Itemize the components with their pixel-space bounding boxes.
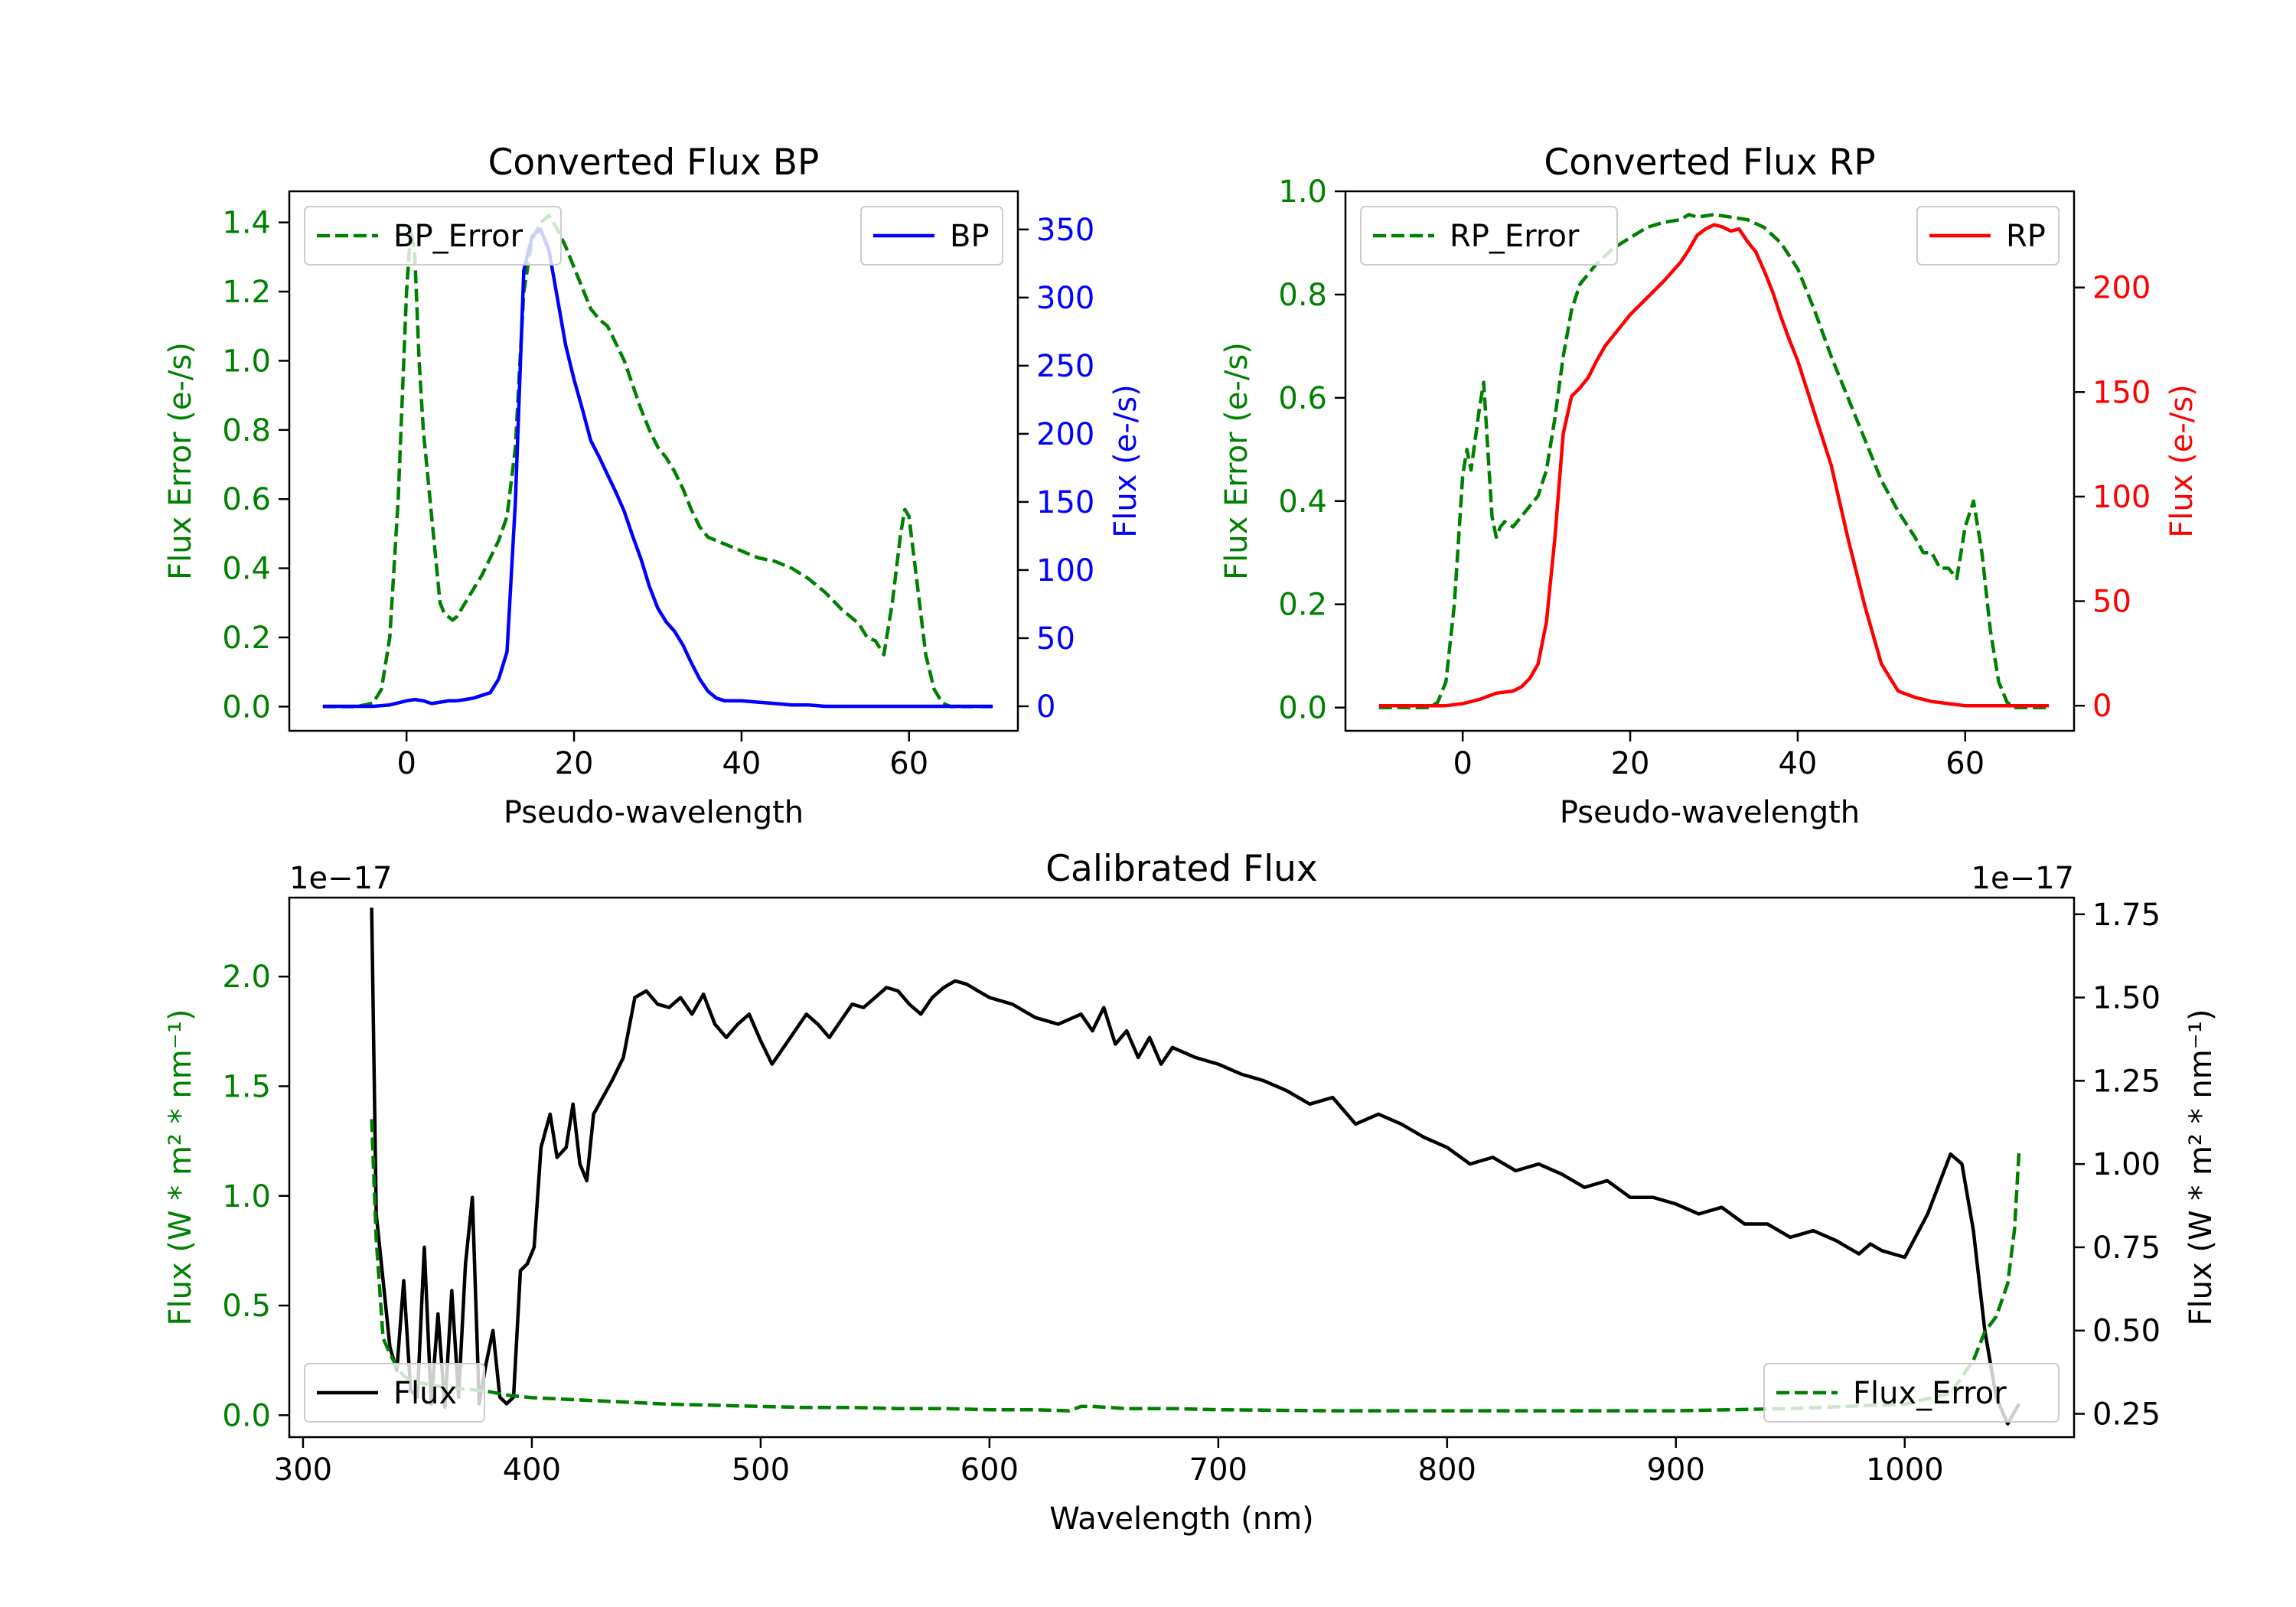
- right-tick-label: 1.25: [2092, 1064, 2161, 1099]
- right-tick-label: 0.50: [2092, 1314, 2161, 1349]
- right-tick-label: 350: [1036, 213, 1094, 248]
- legend-box: [304, 1363, 485, 1423]
- left-tick-label: 1.0: [1278, 174, 1327, 210]
- right-tick-label: 1.50: [2092, 981, 2161, 1016]
- legend-box: [1763, 1363, 2060, 1423]
- left-tick-label: 1.5: [222, 1069, 271, 1104]
- legend-flux-error: Flux_Error: [1763, 1363, 2060, 1423]
- left-tick-label: 0.6: [1278, 381, 1327, 416]
- left-tick-label: 2.0: [222, 960, 271, 995]
- plot-frame: [288, 190, 1019, 732]
- legend-box: [1360, 206, 1618, 266]
- x-tick-label: 40: [722, 746, 761, 781]
- left-tick-label: 0.0: [222, 1398, 271, 1433]
- right-tick-label: 0: [2092, 689, 2112, 724]
- right-y-axis-label: Flux (W * m² * nm⁻¹): [2183, 1009, 2219, 1326]
- left-tick-label: 0.4: [1278, 484, 1327, 520]
- left-tick-label: 1.0: [222, 1179, 271, 1214]
- x-tick-label: 60: [1945, 746, 1985, 781]
- left-tick-label: 0.5: [222, 1289, 271, 1324]
- x-axis-label: Wavelength (nm): [1049, 1501, 1314, 1537]
- chart-title: Calibrated Flux: [1045, 848, 1318, 890]
- right-tick-label: 250: [1036, 349, 1094, 384]
- x-tick-label: 500: [732, 1452, 790, 1488]
- legend-label: Flux_Error: [1853, 1376, 2007, 1411]
- right-y-axis-label: Flux (e-/s): [1108, 384, 1143, 537]
- left-y-axis-label: Flux Error (e-/s): [1219, 342, 1254, 580]
- x-tick-label: 300: [274, 1452, 332, 1488]
- right-tick-label: 100: [2092, 480, 2151, 515]
- left-tick-label: 0.6: [222, 482, 271, 517]
- legend-rp: RP: [1916, 206, 2060, 266]
- series-line-rp-error: [1378, 213, 2050, 709]
- left-offset-label: 1e−17: [289, 861, 392, 896]
- chart-title: Converted Flux RP: [1544, 142, 1875, 184]
- chart-title: Converted Flux BP: [488, 142, 820, 184]
- left-tick-label: 0.8: [1278, 278, 1327, 313]
- right-tick-label: 150: [2092, 375, 2151, 410]
- legend-box: [304, 206, 562, 266]
- plot-frame: [288, 896, 2076, 1439]
- right-tick-label: 0.25: [2092, 1397, 2161, 1433]
- plot-frame: [1344, 190, 2076, 732]
- x-tick-label: 400: [503, 1452, 561, 1488]
- x-tick-label: 1000: [1866, 1452, 1944, 1488]
- x-tick-label: 700: [1189, 1452, 1247, 1488]
- x-axis-label: Pseudo-wavelength: [1560, 795, 1860, 830]
- series-line-flux: [370, 908, 2021, 1426]
- left-tick-label: 0.4: [222, 552, 271, 587]
- legend-flux: Flux: [304, 1363, 485, 1423]
- series-line-bp: [322, 227, 993, 709]
- x-tick-label: 600: [960, 1452, 1019, 1488]
- legend-bp: BP: [860, 206, 1003, 266]
- legend-label: RP: [2006, 219, 2046, 254]
- chart-cal: 300 400 500 600 700 800 900 1000 0.0 0.5 1.0 1.5 2.0…: [163, 848, 2219, 1537]
- series-line-bp-error: [322, 214, 993, 709]
- right-tick-label: 50: [2092, 585, 2131, 620]
- chart-rp: 0 20 40 60 0.0 0.2 0.4 0.6 0.8 1.0 0 50 100 150 200 Con…: [1219, 142, 2200, 830]
- left-y-axis-label: Flux (W * m² * nm⁻¹): [163, 1009, 198, 1326]
- x-tick-label: 0: [396, 746, 416, 781]
- legend-label: BP: [950, 219, 990, 254]
- right-tick-label: 150: [1036, 485, 1094, 520]
- right-tick-label: 1.00: [2092, 1147, 2161, 1182]
- left-tick-label: 1.4: [222, 206, 271, 241]
- right-y-axis-label: Flux (e-/s): [2164, 384, 2200, 537]
- x-tick-label: 800: [1418, 1452, 1476, 1488]
- x-tick-label: 900: [1647, 1452, 1705, 1488]
- x-tick-label: 60: [889, 746, 928, 781]
- left-tick-label: 0.8: [222, 413, 271, 448]
- left-tick-label: 0.0: [1278, 691, 1327, 726]
- right-offset-label: 1e−17: [1971, 861, 2074, 896]
- x-tick-label: 20: [1611, 746, 1650, 781]
- series-line-rp: [1378, 223, 2050, 708]
- right-tick-label: 100: [1036, 553, 1094, 588]
- right-tick-label: 300: [1036, 281, 1094, 316]
- legend-rp-error: RP_Error: [1360, 206, 1618, 266]
- legend-label: RP_Error: [1450, 219, 1580, 254]
- right-tick-label: 200: [1036, 417, 1094, 452]
- left-tick-label: 0.0: [222, 689, 271, 725]
- left-y-axis-label: Flux Error (e-/s): [163, 342, 198, 580]
- x-tick-label: 40: [1778, 746, 1817, 781]
- x-tick-label: 20: [555, 746, 594, 781]
- right-tick-label: 200: [2092, 271, 2151, 306]
- left-tick-label: 1.0: [222, 344, 271, 379]
- left-tick-label: 0.2: [1278, 588, 1327, 623]
- right-tick-label: 0.75: [2092, 1231, 2161, 1266]
- legend-label: BP_Error: [393, 219, 523, 254]
- x-tick-label: 0: [1453, 746, 1472, 781]
- legend-label: Flux: [393, 1376, 457, 1411]
- left-tick-label: 0.2: [222, 621, 271, 656]
- x-axis-label: Pseudo-wavelength: [504, 795, 804, 830]
- left-tick-label: 1.2: [222, 275, 271, 310]
- right-tick-label: 0: [1036, 689, 1055, 725]
- legend-bp-error: BP_Error: [304, 206, 562, 266]
- chart-bp: 0 20 40 60 0.0 0.2 0.4 0.6 0.8 1.0 1.2 1.4 0 50 100 150…: [163, 142, 1143, 830]
- right-tick-label: 1.75: [2092, 898, 2161, 933]
- right-tick-label: 50: [1036, 621, 1075, 657]
